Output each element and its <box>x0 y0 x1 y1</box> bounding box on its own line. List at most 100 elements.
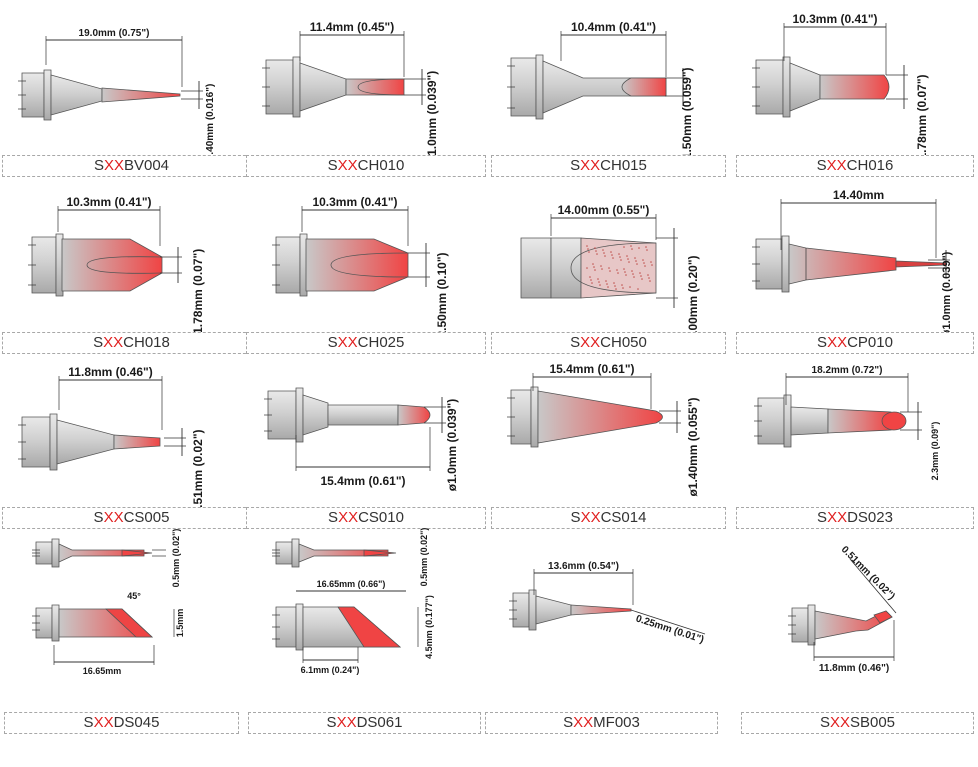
grit-dot <box>615 288 617 290</box>
tip-code-label: SXXCH018 <box>2 332 261 354</box>
dimension-label: ø1.78mm (0.07") <box>191 249 205 341</box>
tip-code-suffix: CS014 <box>600 509 647 526</box>
dimension-label: 10.3mm (0.41") <box>66 195 151 209</box>
tip-cell: 0.51mm (0.02") 11.8mm (0.46") <box>736 525 978 710</box>
tip-code-label: SXXDS045 <box>4 712 239 734</box>
grit-dot <box>610 251 612 253</box>
tip-code-label: SXXCH015 <box>491 155 726 177</box>
grit-dot <box>641 278 643 280</box>
tip-sleeve <box>21 416 51 468</box>
dimension-label: ø1.0mm (0.039") <box>425 71 439 163</box>
grit-dot <box>637 288 639 290</box>
grit-dot <box>605 280 607 282</box>
dimension-label: ø1.0mm (0.039") <box>941 251 953 336</box>
grit-dot <box>606 283 608 285</box>
tip-body <box>537 390 663 444</box>
grit-dot <box>644 265 646 267</box>
tip-cell: 11.8mm (0.46") 0.51mm (0.02") <box>2 355 244 515</box>
grit-dot <box>613 282 615 284</box>
dimension-label: ø1.50mm (0.059") <box>680 67 694 166</box>
grit-dot <box>625 274 627 276</box>
dimension-label: 4.5mm (0.177") <box>424 595 434 659</box>
tip-cell: 15.4mm (0.61") ø1.0mm (0.039") <box>246 355 488 505</box>
grit-dot <box>630 245 632 247</box>
tip-cell: 0.5mm (0.02") 45° 1.5mm 16.65mm <box>2 525 244 710</box>
tip-code-mid: XX <box>580 157 601 174</box>
tip-cell: 10.3mm (0.41") ø1.78mm (0.07") <box>2 180 244 341</box>
grit-dot <box>627 258 629 260</box>
dimension-label: 11.8mm (0.46") <box>68 365 152 379</box>
tip-code-suffix: CH050 <box>600 334 647 351</box>
tip-code-label: SXXCH016 <box>736 155 974 177</box>
grit-dot <box>612 257 614 259</box>
tip-cell: 10.3mm (0.41") 1.78mm (0.07") <box>736 5 978 160</box>
grit-dot <box>631 248 633 250</box>
tip-code-prefix: S <box>327 157 338 174</box>
tip-shank <box>827 408 892 434</box>
tip-code-label: SXXCS010 <box>246 507 486 529</box>
tip-code-mid: XX <box>827 509 848 526</box>
dimension-label: 6.1mm (0.24") <box>301 665 360 675</box>
dimension-label: 10.4mm (0.41") <box>571 20 656 34</box>
tip-point <box>570 604 632 616</box>
grit-dot <box>616 269 618 271</box>
tip-collar <box>43 69 52 121</box>
grit-dot <box>589 276 591 278</box>
tip-body <box>50 74 103 116</box>
grit-dot <box>619 256 621 258</box>
tip-code-prefix: S <box>570 334 581 351</box>
tip-cell: 15.4mm (0.61") ø1.40mm (0.055") <box>491 355 733 505</box>
grit-dot <box>593 266 595 268</box>
tip-drawing: 14.00mm (0.55") 5.00mm (0.20") <box>520 203 700 341</box>
tip-code-suffix: CH010 <box>357 157 405 174</box>
grit-dot <box>611 254 613 256</box>
chisel-face <box>86 256 163 274</box>
tip-body <box>550 237 582 299</box>
dimension-label: 10.3mm (0.41") <box>312 195 397 209</box>
grit-dot <box>643 262 645 264</box>
grit-dot <box>592 263 594 265</box>
leader-line <box>849 558 897 614</box>
tip-code-prefix: S <box>817 509 828 526</box>
tip-code-suffix: CH025 <box>357 334 405 351</box>
tip-code-prefix: S <box>83 714 94 731</box>
tip-drawing: 0.51mm (0.02") 11.8mm (0.46") <box>788 544 897 674</box>
tip-code-label: SXXCP010 <box>736 332 974 354</box>
tip-collar <box>49 413 58 471</box>
tip-body <box>788 243 897 285</box>
tip-cell: 0.5mm (0.02") 16.65mm (0.66") 4.5mm (0.177… <box>246 525 488 710</box>
tip-point <box>895 260 947 268</box>
tip-code-prefix: S <box>570 157 581 174</box>
tip-drawing: 10.4mm (0.41") ø1.50mm (0.059") <box>507 20 694 167</box>
grit-dot <box>594 269 596 271</box>
tip-drawing: 10.3mm (0.41") 1.78mm (0.07") <box>752 12 929 160</box>
tip-code-mid: XX <box>829 714 850 731</box>
grit-dot <box>629 286 631 288</box>
grit-dot <box>618 253 620 255</box>
tip-point <box>580 237 657 299</box>
tip-collar <box>299 233 308 297</box>
tip-code-label: SXXCH025 <box>246 332 486 354</box>
grit-dot <box>642 259 644 261</box>
tip-point <box>101 87 181 103</box>
tip-code-suffix: CH015 <box>600 157 647 174</box>
grit-dot <box>617 272 619 274</box>
tip-code-prefix: S <box>816 157 827 174</box>
tip-collar <box>55 233 64 297</box>
tip-code-prefix: S <box>819 714 830 731</box>
tip-code-suffix: DS023 <box>847 509 893 526</box>
grit-dot <box>591 282 593 284</box>
dimension-label: 19.0mm (0.75") <box>79 28 150 39</box>
tip-code-prefix: S <box>328 509 339 526</box>
tip-collar <box>781 235 790 293</box>
tip-body <box>58 543 145 563</box>
tip-point <box>113 434 161 450</box>
grit-dot <box>603 252 605 254</box>
tip-collar <box>51 604 60 642</box>
tip-code-prefix: S <box>326 714 337 731</box>
grit-dot <box>601 268 603 270</box>
grit-dot <box>635 260 637 262</box>
tip-drawing: 10.3mm (0.41") ø1.78mm (0.07") <box>28 195 205 341</box>
tip-code-suffix: CP010 <box>847 334 893 351</box>
